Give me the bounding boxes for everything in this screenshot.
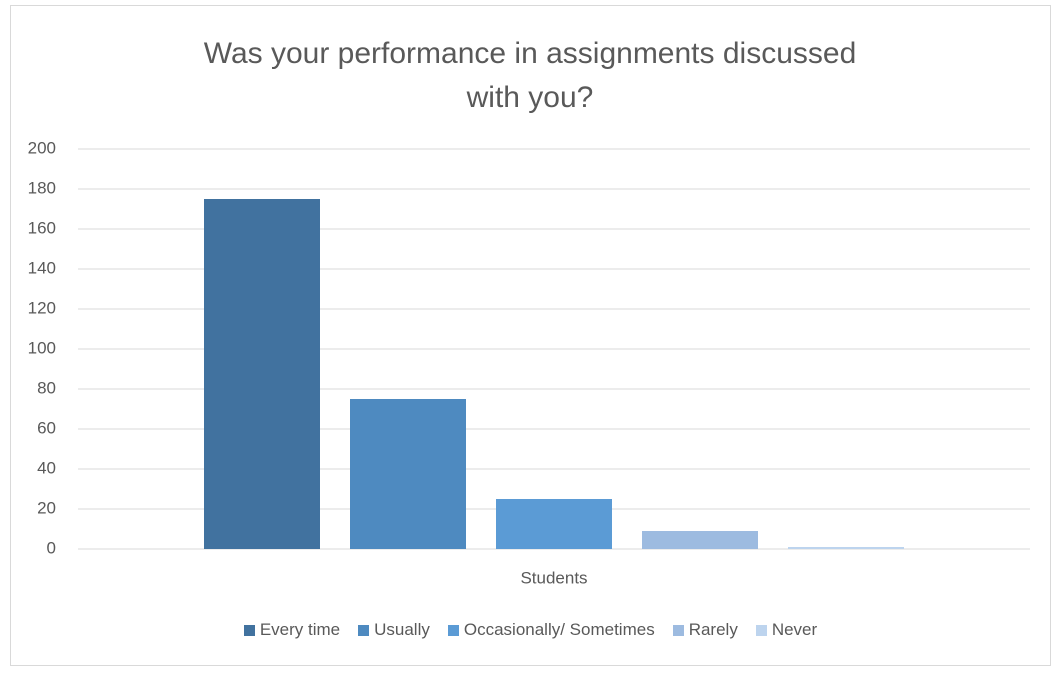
legend-label: Usually	[374, 620, 430, 639]
chart-border	[10, 5, 1051, 666]
y-tick-label: 160	[28, 218, 56, 237]
y-tick-label: 80	[37, 378, 56, 397]
legend-label: Rarely	[688, 620, 738, 639]
legend: Every time Usually Occasionally/ Sometimes…	[0, 620, 1061, 640]
legend-item: Usually	[358, 620, 430, 640]
legend-item: Every time	[243, 620, 341, 640]
y-tick-label: 40	[37, 458, 56, 477]
y-tick-label: 120	[28, 298, 56, 317]
x-axis-label: Students	[520, 568, 587, 587]
chart-title: Was your performance in assignments disc…	[203, 37, 857, 114]
legend-swatch	[243, 624, 255, 636]
y-tick-label: 60	[37, 418, 56, 437]
legend-swatch	[672, 624, 684, 636]
y-tick-label: 140	[28, 258, 56, 277]
y-tick-label: 200	[28, 138, 56, 157]
legend-item: Never	[755, 620, 818, 640]
bar	[788, 547, 904, 549]
legend-label: Every time	[259, 620, 341, 639]
bar	[496, 499, 612, 549]
bar	[350, 399, 466, 549]
legend-item: Occasionally/ Sometimes	[447, 620, 655, 640]
legend-item: Rarely	[672, 620, 738, 640]
legend-swatch	[358, 624, 370, 636]
y-tick-label: 100	[28, 338, 56, 357]
y-tick-label: 0	[47, 538, 56, 557]
legend-swatch	[755, 624, 767, 636]
y-tick-label: 180	[28, 178, 56, 197]
bar	[642, 531, 758, 549]
bar	[204, 199, 320, 549]
legend-label: Never	[771, 620, 818, 639]
legend-label: Occasionally/ Sometimes	[463, 620, 655, 639]
legend-swatch	[447, 624, 459, 636]
y-tick-label: 20	[37, 498, 56, 517]
